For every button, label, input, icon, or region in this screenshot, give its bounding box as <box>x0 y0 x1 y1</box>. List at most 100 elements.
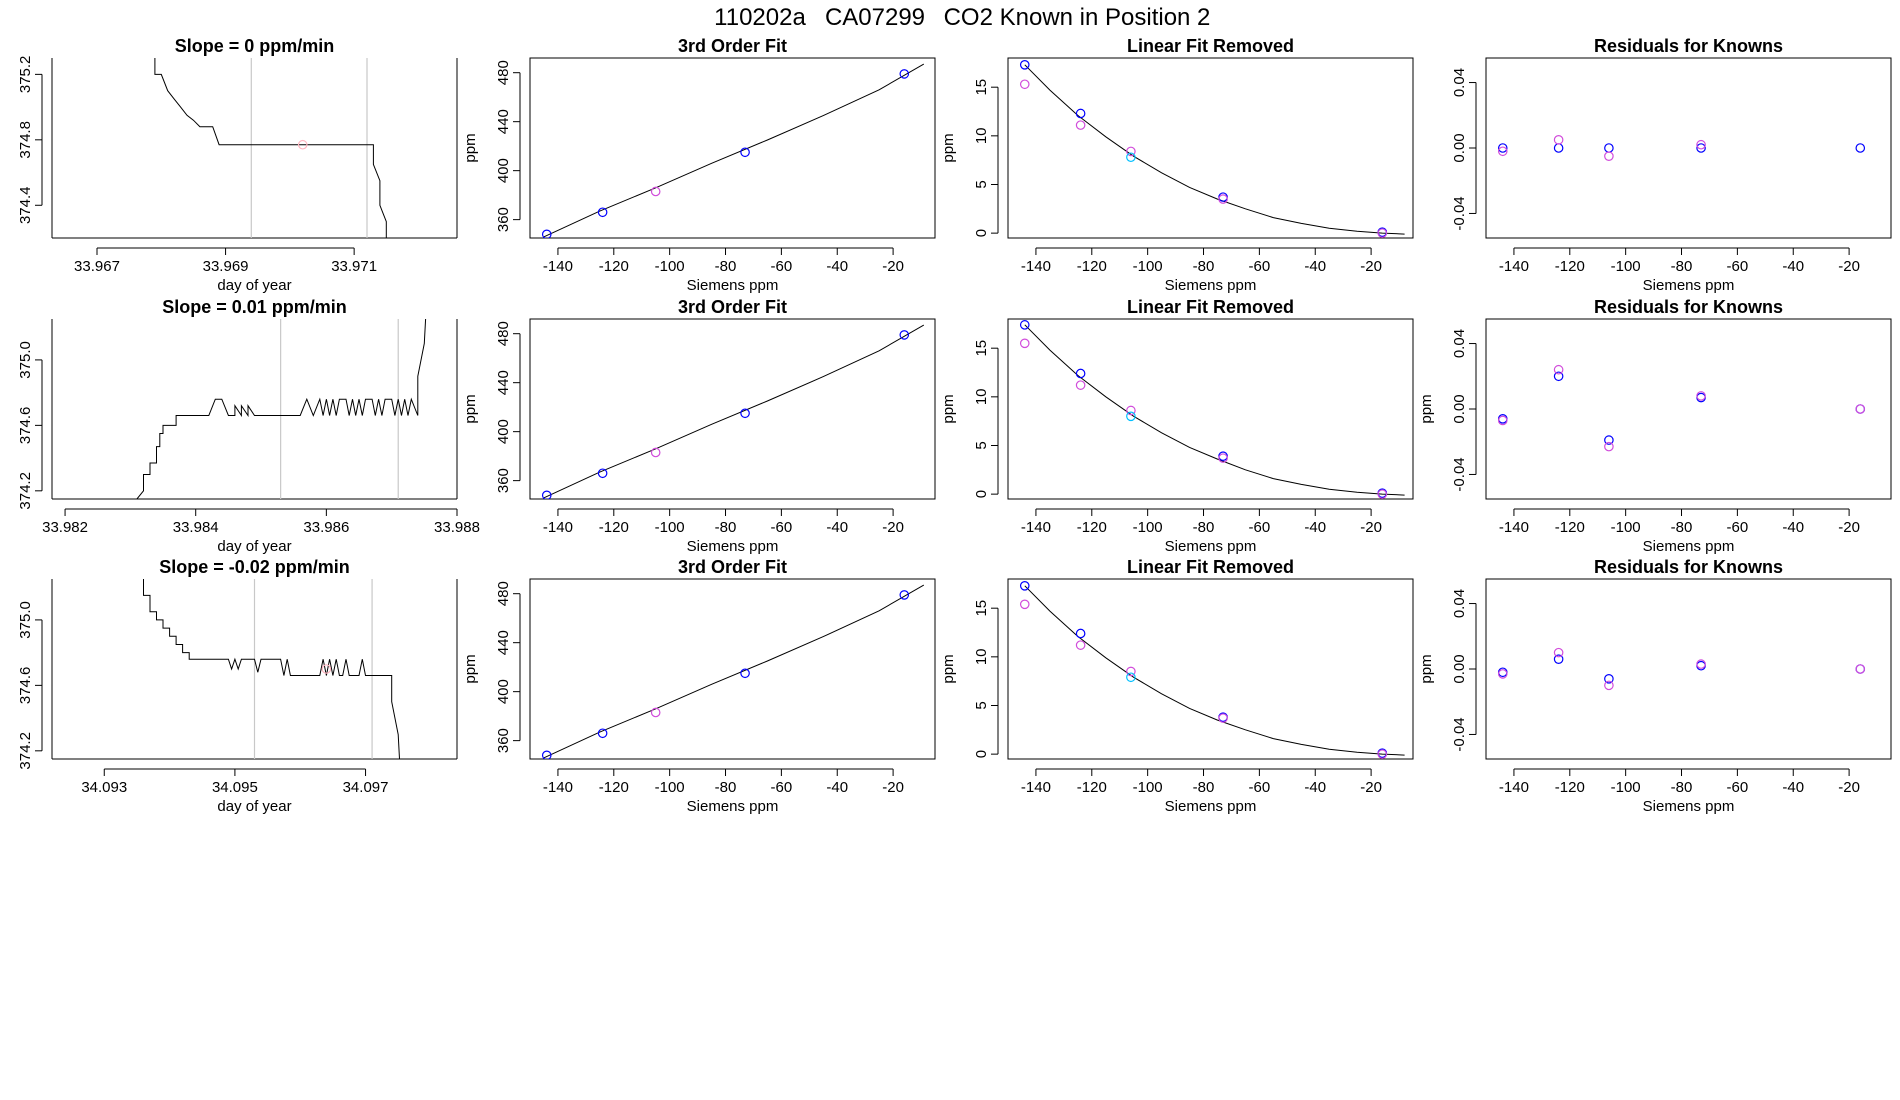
data-point <box>1855 664 1866 674</box>
trace-line <box>143 579 400 759</box>
data-point <box>1019 338 1030 349</box>
data-point <box>1696 143 1706 153</box>
plot-frame <box>529 318 936 500</box>
y-tick-label: 375.2 <box>17 56 34 94</box>
x-tick-label: -100 <box>1133 519 1163 536</box>
data-point <box>1126 152 1136 163</box>
x-tick-label: 33.967 <box>74 258 120 275</box>
data-point <box>1377 489 1388 499</box>
y-tick-label: 10 <box>973 648 990 665</box>
data-point <box>1075 120 1086 130</box>
panel-grid: Slope = 0 ppm/min 33.967 33.969 33.971 day o… <box>0 36 1892 815</box>
x-tick-label: 33.982 <box>42 519 88 536</box>
y-axis-label: ppm <box>462 133 479 162</box>
y-tick-label: 374.6 <box>17 407 34 445</box>
x-tick-label: -40 <box>826 779 848 796</box>
x-axis-label: Siemens ppm <box>1165 538 1257 555</box>
fit-curve <box>543 324 925 499</box>
plot-data <box>143 579 400 759</box>
x-tick-label: -120 <box>599 519 629 536</box>
y-tick-label: 0.00 <box>1451 654 1468 683</box>
x-tick-label: 33.969 <box>203 258 249 275</box>
x-tick-label: -80 <box>715 258 737 275</box>
plot-frame <box>1485 578 1892 760</box>
fit-curve <box>543 584 925 759</box>
x-tick-label: -140 <box>1499 779 1529 796</box>
x-axis-label: Siemens ppm <box>1165 798 1257 815</box>
x-tick-label: -140 <box>1021 779 1051 796</box>
data-point <box>321 664 332 674</box>
y-tick-label: 0.04 <box>1451 589 1468 618</box>
x-tick-label: 34.095 <box>212 779 258 796</box>
x-tick-label: -40 <box>826 258 848 275</box>
data-point <box>597 468 608 479</box>
run-id: 110202a <box>714 4 806 31</box>
trace-line <box>154 58 387 238</box>
data-point <box>1604 435 1614 445</box>
y-axis-label: ppm <box>940 133 957 162</box>
y-axis-label: ppm <box>462 394 479 423</box>
y-axis-label: ppm <box>940 394 957 423</box>
data-point <box>1604 441 1614 452</box>
y-axis-label: ppm <box>1418 394 1435 423</box>
data-point <box>597 207 608 218</box>
x-tick-label: -120 <box>1555 779 1585 796</box>
data-point <box>1218 194 1228 204</box>
y-tick-label: -0.04 <box>1451 717 1468 751</box>
data-point <box>1604 680 1614 691</box>
plot-data <box>154 58 387 238</box>
panel-2-fit3: 3rd Order Fit -140 -120 -100 -80 -60 -40 -20 Sie… <box>462 297 936 555</box>
x-tick-label: -60 <box>1249 779 1271 796</box>
data-point <box>650 186 661 197</box>
y-tick-label: 15 <box>973 600 990 617</box>
x-tick-label: 33.988 <box>434 519 480 536</box>
y-tick-label: 400 <box>495 419 512 444</box>
x-axis-label: Siemens ppm <box>1165 277 1257 294</box>
data-point <box>1218 192 1228 202</box>
y-tick-label: 400 <box>495 679 512 704</box>
data-point <box>1497 415 1508 426</box>
x-tick-label: -100 <box>655 519 685 536</box>
data-point <box>1075 368 1086 379</box>
trace-line <box>136 319 427 499</box>
data-point <box>1075 628 1086 639</box>
x-tick-label: -60 <box>1727 519 1749 536</box>
data-point <box>1553 135 1564 145</box>
y-tick-label: 374.4 <box>17 186 34 224</box>
plot-data <box>541 63 925 238</box>
x-tick-label: -80 <box>715 519 737 536</box>
plot-data <box>1497 647 1866 691</box>
data-point <box>1218 713 1228 723</box>
plot-frame <box>1007 318 1414 500</box>
data-point <box>1218 451 1228 461</box>
x-tick-label: -40 <box>1782 779 1804 796</box>
data-point <box>541 750 552 759</box>
y-axis-label: ppm <box>940 654 957 683</box>
plot-data <box>1497 364 1866 452</box>
data-point <box>1377 228 1388 238</box>
y-tick-label: 480 <box>495 321 512 346</box>
panel-3-linres: Linear Fit Removed -140 -120 -100 -80 -60 -40 -… <box>940 557 1414 815</box>
y-axis-label: approx. ppm <box>0 367 1 450</box>
y-tick-label: 480 <box>495 60 512 85</box>
panel-2-linres: Linear Fit Removed -140 -120 -100 -80 -60 -40 -… <box>940 297 1414 555</box>
data-point <box>1019 320 1030 330</box>
data-point <box>541 490 552 499</box>
data-point <box>1075 380 1086 390</box>
x-tick-label: -20 <box>882 258 904 275</box>
x-tick-label: -20 <box>1360 779 1382 796</box>
data-point <box>1553 647 1564 658</box>
y-tick-label: 360 <box>495 728 512 753</box>
x-tick-label: -40 <box>826 519 848 536</box>
x-axis-label: day of year <box>217 277 291 294</box>
panel-3-trace: Slope = -0.02 ppm/min 34.093 34.095 34.097 d… <box>0 557 458 815</box>
x-tick-label: -120 <box>1555 519 1585 536</box>
tank-id: CA07299 <box>825 4 925 31</box>
data-point <box>1019 599 1030 610</box>
data-point <box>1126 411 1136 422</box>
y-tick-label: 374.2 <box>17 732 34 770</box>
x-tick-label: -140 <box>1021 258 1051 275</box>
data-point <box>1604 143 1614 153</box>
plot-data <box>1019 320 1405 499</box>
